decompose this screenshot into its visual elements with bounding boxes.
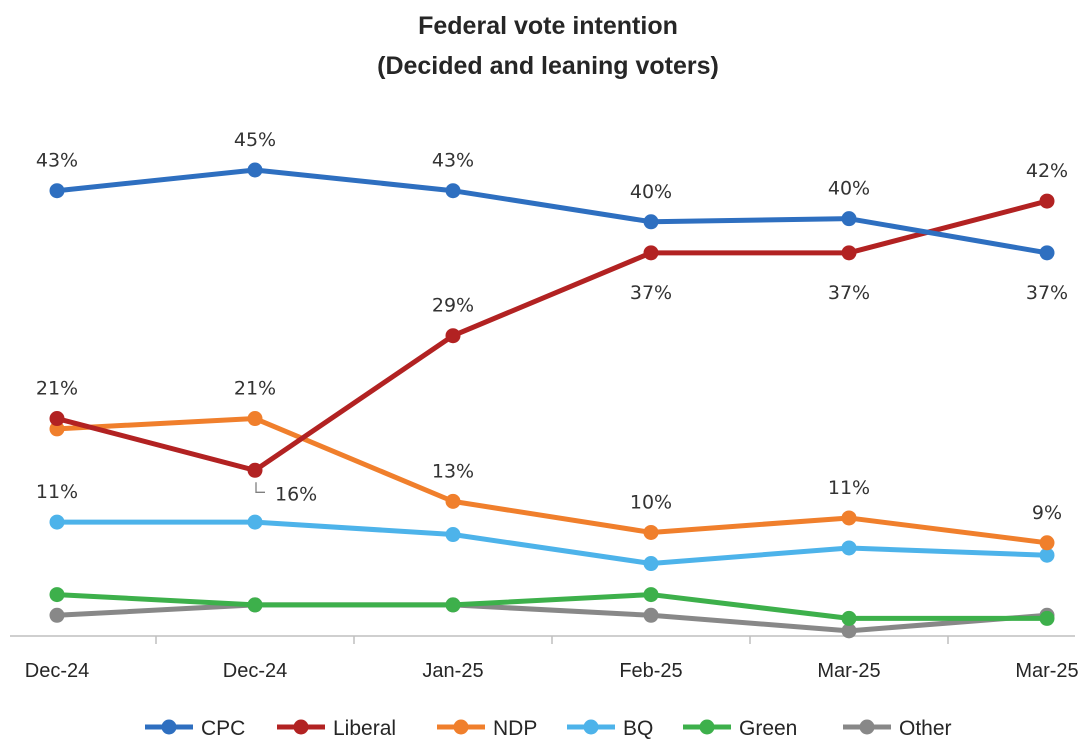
green-point xyxy=(49,587,65,603)
liberal-point xyxy=(643,245,659,261)
legend-marker-ndp xyxy=(453,719,469,735)
liberal-point xyxy=(247,462,263,478)
liberal-point xyxy=(445,328,461,344)
bq-point xyxy=(49,514,65,530)
data-label-ndp: 13% xyxy=(432,460,474,482)
other-point xyxy=(643,607,659,623)
data-label-liberal: 37% xyxy=(828,282,870,304)
legend-marker-liberal xyxy=(293,719,309,735)
x-tick-label: Jan-25 xyxy=(422,660,483,682)
green-point xyxy=(643,587,659,603)
ndp-line xyxy=(54,416,1050,546)
data-label-cpc: 43% xyxy=(36,150,78,172)
series-ndp xyxy=(49,411,1055,551)
data-label-cpc: 45% xyxy=(234,129,276,151)
green-line xyxy=(54,592,1050,621)
series-cpc xyxy=(49,162,1055,261)
bq-point xyxy=(247,514,263,530)
data-labels: 43% 45% 43% 40% 40% 37% 21% 16% 29% 37% 37% 42% 21% 1… xyxy=(36,129,1068,524)
other-point xyxy=(841,623,857,639)
bq-point xyxy=(1039,547,1055,563)
liberal-point xyxy=(1039,193,1055,209)
cpc-point xyxy=(445,183,461,199)
data-label-bq: 11% xyxy=(36,481,78,503)
liberal-point xyxy=(841,245,857,261)
legend-item-other: Other xyxy=(843,717,952,740)
legend-item-cpc: CPC xyxy=(145,717,245,740)
bq-line xyxy=(54,519,1050,567)
green-point xyxy=(841,610,857,626)
data-label-liberal: 16% xyxy=(275,483,317,505)
data-label-cpc: 40% xyxy=(630,181,672,203)
legend-label-other: Other xyxy=(899,717,952,740)
legend-item-bq: BQ xyxy=(567,717,653,740)
cpc-point xyxy=(1039,245,1055,261)
cpc-point xyxy=(643,214,659,230)
legend-label-green: Green xyxy=(739,717,797,740)
legend-marker-cpc xyxy=(161,719,177,735)
green-point xyxy=(1039,610,1055,626)
bq-point xyxy=(643,556,659,572)
cpc-point xyxy=(247,162,263,178)
x-tick-label: Dec-24 xyxy=(25,660,89,682)
cpc-point xyxy=(841,211,857,227)
legend-label-ndp: NDP xyxy=(493,717,537,740)
ndp-point xyxy=(841,510,857,526)
legend-label-cpc: CPC xyxy=(201,717,245,740)
legend-marker-bq xyxy=(583,719,599,735)
x-axis-ticks: Dec-24 Dec-24 Jan-25 Feb-25 Mar-25 Mar-25 xyxy=(25,636,1079,682)
data-label-liberal: 29% xyxy=(432,295,474,317)
ndp-point xyxy=(643,524,659,540)
data-label-cpc: 43% xyxy=(432,150,474,172)
legend-item-ndp: NDP xyxy=(437,717,537,740)
series-green xyxy=(49,587,1055,626)
legend-marker-green xyxy=(699,719,715,735)
bq-point xyxy=(445,527,461,543)
data-label-ndp: 21% xyxy=(234,378,276,400)
bq-point xyxy=(841,540,857,556)
data-label-liberal: 21% xyxy=(36,378,78,400)
legend-item-liberal: Liberal xyxy=(277,717,396,740)
series-liberal xyxy=(49,193,1055,478)
data-label-cpc: 40% xyxy=(828,178,870,200)
data-label-ndp: 10% xyxy=(630,491,672,513)
data-label-ndp: 9% xyxy=(1032,502,1062,524)
series-layer xyxy=(49,162,1055,639)
ndp-point xyxy=(247,411,263,427)
ndp-point xyxy=(445,493,461,509)
cpc-point xyxy=(49,183,65,199)
legend: CPC Liberal NDP BQ Green Other xyxy=(145,717,952,740)
cpc-line xyxy=(54,167,1050,256)
chart-subtitle: (Decided and leaning voters) xyxy=(377,52,719,80)
series-bq xyxy=(49,514,1055,572)
green-point xyxy=(247,597,263,613)
x-tick-label: Mar-25 xyxy=(1015,660,1078,682)
legend-label-bq: BQ xyxy=(623,717,653,740)
data-label-liberal: 37% xyxy=(630,282,672,304)
legend-marker-other xyxy=(859,719,875,735)
ndp-point xyxy=(1039,535,1055,551)
x-tick-label: Feb-25 xyxy=(619,660,682,682)
callout-leader xyxy=(255,482,265,493)
ndp-point xyxy=(49,421,65,437)
other-line xyxy=(54,602,1050,634)
x-tick-label: Mar-25 xyxy=(817,660,880,682)
chart-title: Federal vote intention xyxy=(418,12,678,40)
other-point xyxy=(49,607,65,623)
liberal-line xyxy=(54,198,1050,473)
legend-label-liberal: Liberal xyxy=(333,717,396,740)
green-point xyxy=(445,597,461,613)
data-label-liberal: 42% xyxy=(1026,160,1068,182)
data-label-cpc: 37% xyxy=(1026,282,1068,304)
x-tick-label: Dec-24 xyxy=(223,660,287,682)
liberal-point xyxy=(49,411,65,427)
data-label-ndp: 11% xyxy=(828,477,870,499)
legend-item-green: Green xyxy=(683,717,797,740)
